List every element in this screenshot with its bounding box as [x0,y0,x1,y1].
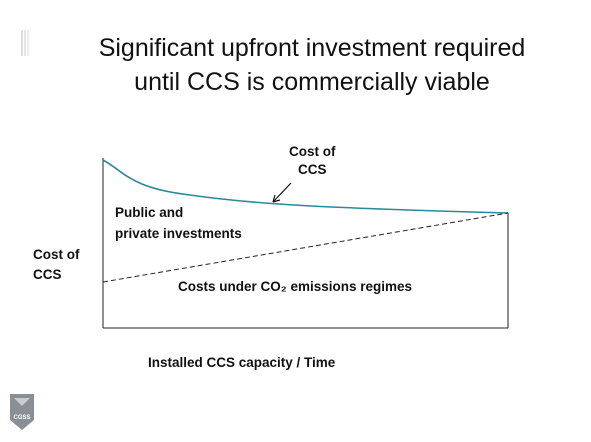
bullet-icon [21,30,29,56]
area-label: Public and [115,205,183,220]
logo-text: CGSS [13,415,30,421]
emissions-cost-line [102,212,509,283]
cost-curve [102,159,509,214]
area-label: private investments [115,226,242,241]
y-axis-label: Cost of [33,247,80,262]
diagram-frame [102,158,509,329]
title-line: Significant upfront investment required [99,34,526,62]
curve-label: CCS [298,162,327,177]
y-axis-label: CCS [33,267,62,282]
lower-label: Costs under CO₂ emissions regimes [178,279,412,294]
title-line: until CCS is commercially viable [134,68,490,96]
logo: CGSS [10,394,34,430]
x-axis-label: Installed CCS capacity / Time [148,355,336,370]
arrow [272,182,292,203]
curve-label: Cost of [289,144,336,159]
